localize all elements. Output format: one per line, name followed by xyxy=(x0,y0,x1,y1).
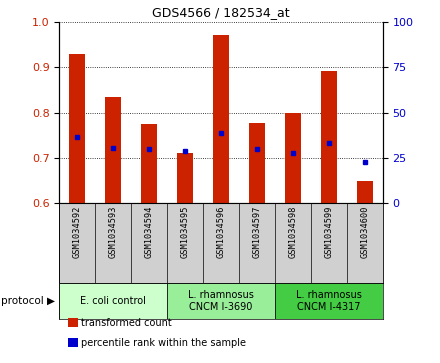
Text: E. coli control: E. coli control xyxy=(81,296,146,306)
Bar xyxy=(167,283,275,319)
Bar xyxy=(59,283,167,319)
Bar xyxy=(321,71,337,203)
Text: L. rhamnosus
CNCM I-4317: L. rhamnosus CNCM I-4317 xyxy=(296,290,362,312)
Text: GSM1034594: GSM1034594 xyxy=(145,206,154,258)
Text: GSM1034595: GSM1034595 xyxy=(181,206,190,258)
Text: GSM1034597: GSM1034597 xyxy=(253,206,261,258)
Text: GSM1034599: GSM1034599 xyxy=(324,206,334,258)
Text: protocol ▶: protocol ▶ xyxy=(1,296,55,306)
Text: GSM1034598: GSM1034598 xyxy=(289,206,297,258)
Bar xyxy=(105,97,121,203)
Text: GSM1034596: GSM1034596 xyxy=(216,206,226,258)
Text: GSM1034600: GSM1034600 xyxy=(360,206,369,258)
Text: GSM1034593: GSM1034593 xyxy=(109,206,118,258)
Text: L. rhamnosus
CNCM I-3690: L. rhamnosus CNCM I-3690 xyxy=(188,290,254,312)
Text: transformed count: transformed count xyxy=(81,318,171,328)
Bar xyxy=(141,124,158,203)
Text: GSM1034592: GSM1034592 xyxy=(73,206,82,258)
Bar xyxy=(275,283,383,319)
Bar xyxy=(69,54,85,203)
Bar xyxy=(285,113,301,203)
Bar xyxy=(177,153,193,203)
Bar xyxy=(213,36,229,203)
Bar xyxy=(357,180,373,203)
Text: percentile rank within the sample: percentile rank within the sample xyxy=(81,338,246,348)
Bar xyxy=(249,122,265,203)
Title: GDS4566 / 182534_at: GDS4566 / 182534_at xyxy=(152,6,290,19)
